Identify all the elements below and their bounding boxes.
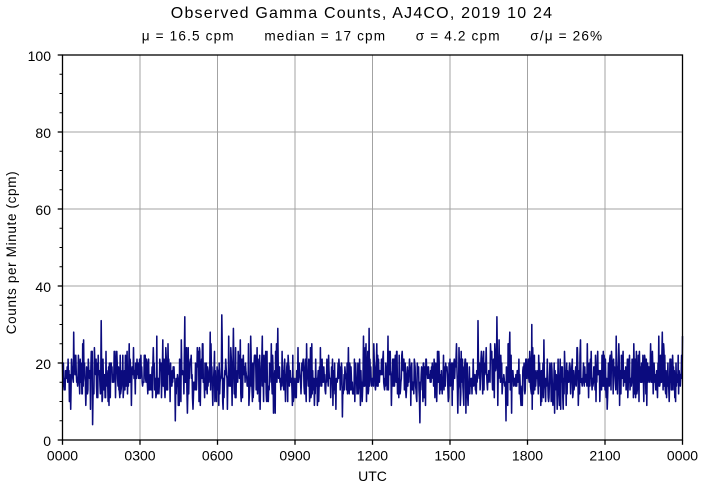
svg-text:0300: 0300	[124, 448, 155, 464]
svg-text:μ = 16.5 cpm median = 17: μ = 16.5 cpm median = 17 cpm σ = 4.2 cpm…	[142, 29, 604, 44]
svg-text:20: 20	[35, 356, 51, 372]
svg-text:Observed Gamma Counts, AJ4CO,: Observed Gamma Counts, AJ4CO, 2019 10 24	[171, 5, 553, 22]
svg-text:0600: 0600	[202, 448, 233, 464]
svg-text:0900: 0900	[279, 448, 310, 464]
svg-text:0000: 0000	[47, 448, 78, 464]
svg-text:0000: 0000	[667, 448, 698, 464]
svg-text:1800: 1800	[512, 448, 543, 464]
svg-text:1200: 1200	[357, 448, 388, 464]
svg-text:Counts per Minute (cpm): Counts per Minute (cpm)	[4, 171, 19, 335]
svg-text:80: 80	[35, 125, 51, 141]
svg-text:2100: 2100	[589, 448, 620, 464]
svg-text:1500: 1500	[434, 448, 465, 464]
svg-text:100: 100	[28, 48, 52, 64]
svg-text:UTC: UTC	[358, 468, 387, 484]
svg-text:40: 40	[35, 279, 51, 295]
svg-text:0: 0	[43, 433, 51, 449]
svg-text:60: 60	[35, 202, 51, 218]
